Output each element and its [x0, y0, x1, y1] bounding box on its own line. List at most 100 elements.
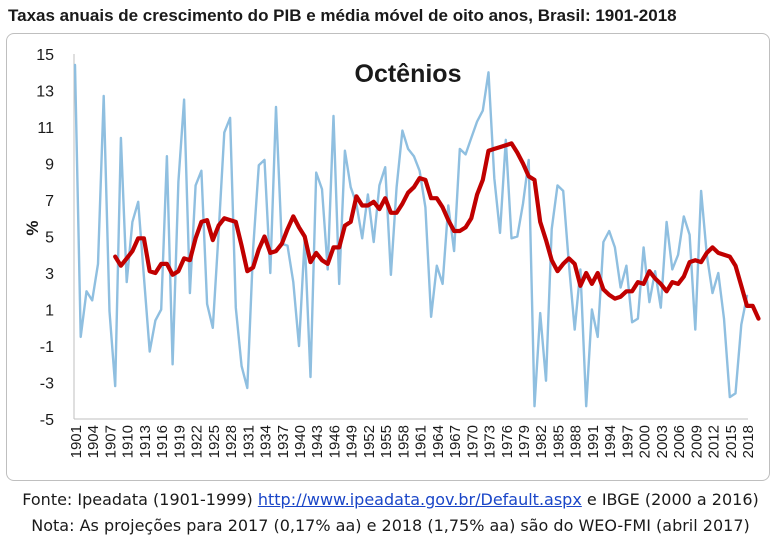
y-tick-label: 3	[45, 266, 54, 283]
source-link[interactable]: http://www.ipeadata.gov.br/Default.aspx	[257, 490, 582, 509]
annual-growth-point	[401, 130, 403, 132]
octenio-average-point	[355, 195, 357, 197]
octenio-average-point	[332, 246, 335, 248]
annual-growth-point	[470, 137, 472, 139]
octenio-average-point	[689, 261, 691, 263]
x-tick-label: 2009	[688, 425, 705, 458]
octenio-average-point	[177, 270, 179, 272]
series-group	[73, 63, 761, 408]
y-tick-label: 5	[45, 230, 54, 247]
octenio-average-point	[269, 252, 271, 254]
x-tick-label: 2006	[671, 425, 688, 458]
octenio-average-point	[723, 254, 725, 256]
annual-growth-point	[275, 106, 277, 108]
annual-growth-point	[126, 281, 128, 283]
octenio-average-point	[126, 257, 128, 259]
annual-growth-point	[516, 235, 518, 238]
octenio-average-point	[114, 256, 116, 258]
octenio-average-point	[711, 246, 714, 248]
octenio-average-point	[614, 298, 616, 300]
annual-growth-point	[327, 268, 329, 270]
annual-growth-point	[206, 303, 208, 305]
y-axis-label: %	[23, 220, 42, 235]
annual-growth-point	[396, 186, 398, 188]
annual-growth-point	[551, 228, 553, 230]
annual-growth-point	[734, 392, 737, 394]
octenio-average-point	[470, 217, 472, 219]
annual-growth-point	[591, 308, 593, 311]
x-tick-label: 1931	[240, 425, 257, 458]
octenio-average-point	[361, 204, 363, 207]
annual-growth-point	[407, 148, 409, 150]
y-tick-label: 15	[36, 47, 54, 64]
annual-growth-point	[447, 204, 449, 207]
octenio-average-point	[229, 219, 231, 221]
annual-growth-point	[154, 319, 156, 321]
x-tick-label: 1958	[395, 425, 412, 458]
x-tick-label: 1937	[275, 425, 292, 458]
x-tick-label: 1928	[223, 425, 240, 458]
octenio-average-point	[344, 225, 346, 227]
annual-growth-point	[505, 139, 507, 141]
octenio-average-point	[729, 256, 731, 258]
octenio-average-point	[706, 252, 708, 254]
octenio-average-point	[620, 296, 622, 298]
octenio-average-point	[482, 179, 484, 181]
annual-growth-point	[631, 321, 633, 323]
octenio-average-point	[407, 192, 409, 194]
octenio-average-point	[401, 203, 403, 205]
octenio-average-point	[166, 263, 168, 265]
octenio-average-point	[246, 270, 248, 272]
octenio-average-point	[648, 270, 651, 272]
octenio-average-point	[321, 259, 323, 261]
octenio-average-point	[528, 175, 530, 177]
annual-growth-point	[108, 310, 111, 312]
annual-growth-point	[459, 148, 461, 150]
annual-growth-point	[218, 232, 220, 234]
x-tick-label: 1919	[171, 425, 188, 458]
annual-growth-point	[103, 95, 105, 97]
x-tick-label: 1988	[568, 425, 585, 458]
octenio-average-point	[717, 252, 719, 254]
octenio-average-point	[533, 179, 536, 181]
annual-growth-point	[91, 299, 93, 301]
octenio-average-point	[160, 263, 162, 265]
annual-growth-line	[73, 63, 749, 408]
annual-growth-point	[413, 155, 415, 157]
annual-growth-point	[143, 276, 145, 278]
octenio-average-point	[241, 245, 243, 247]
octenio-average-point	[734, 265, 737, 267]
annual-growth-point	[85, 290, 88, 292]
annual-growth-point	[689, 234, 691, 236]
octenio-average-point	[453, 230, 455, 232]
annual-growth-point	[172, 363, 174, 365]
octenio-average-point	[183, 257, 185, 259]
annual-growth-point	[120, 137, 122, 139]
annual-growth-point	[166, 155, 168, 157]
octenio-average-point	[757, 318, 760, 320]
octenio-average-point	[631, 290, 633, 292]
annual-growth-point	[579, 268, 582, 270]
y-tick-label: -1	[40, 339, 54, 356]
annual-growth-point	[373, 241, 375, 243]
x-tick-label: 1946	[326, 425, 343, 458]
annual-growth-point	[80, 336, 82, 338]
x-tick-label: 1922	[189, 425, 206, 458]
octenio-average-point	[740, 285, 742, 287]
annual-growth-point	[298, 345, 300, 347]
octenio-average-point	[608, 294, 610, 296]
x-tick-label: 1982	[533, 425, 550, 458]
y-tick-label: 1	[45, 303, 54, 320]
octenio-average-point	[367, 204, 369, 207]
annual-growth-point	[137, 201, 139, 203]
y-tick-label: -5	[40, 412, 54, 429]
annual-growth-point	[160, 308, 162, 311]
annual-growth-point	[660, 307, 662, 309]
x-tick-label: 1985	[550, 425, 567, 458]
source-suffix: e IBGE (2000 a 2016)	[581, 490, 759, 509]
annual-growth-point	[614, 246, 616, 248]
octenio-average-point	[430, 197, 432, 199]
octenio-average-point	[263, 235, 266, 238]
octenio-average-point	[700, 261, 702, 263]
annual-growth-point	[378, 184, 380, 186]
